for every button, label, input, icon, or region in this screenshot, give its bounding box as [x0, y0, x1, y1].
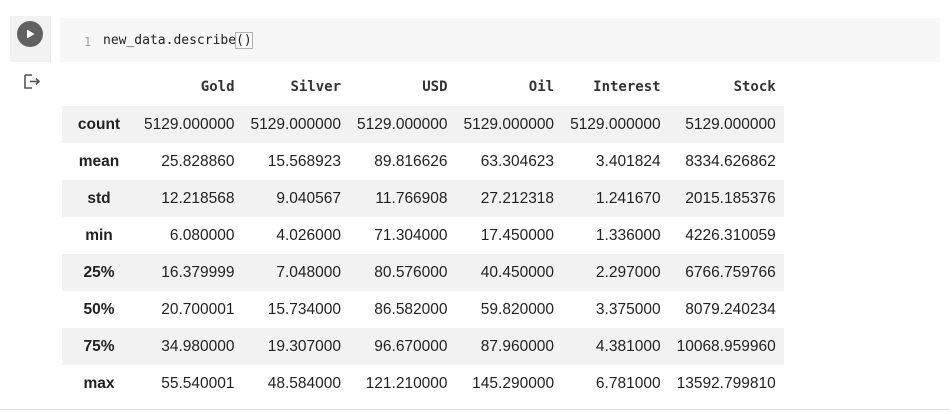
table-cell: 12.218568 [161, 189, 235, 207]
table-cell: 6766.759766 [685, 263, 776, 281]
table-cell: 5129.000000 [357, 115, 448, 133]
table-cell: 63.304623 [480, 152, 555, 170]
row-label: std [87, 189, 111, 207]
table-cell: 86.582000 [374, 300, 448, 318]
table-cell: 20.700001 [161, 300, 235, 318]
row-label: 25% [83, 263, 115, 281]
row-label: max [83, 374, 115, 392]
table-cell: 3.375000 [595, 300, 661, 318]
table-row: 75% 34.980000 19.307000 96.670000 87.960… [62, 328, 784, 365]
table-cell: 4.381000 [595, 337, 661, 355]
run-cell-button[interactable] [17, 21, 43, 47]
table-cell: 34.980000 [161, 337, 235, 355]
table-row: 25% 16.379999 7.048000 80.576000 40.4500… [62, 254, 784, 291]
table-cell: 80.576000 [374, 263, 448, 281]
header-row: Gold Silver USD Oil Interest Stock [62, 68, 784, 106]
table-cell: 15.568923 [267, 152, 342, 170]
table-cell: 6.080000 [169, 226, 235, 244]
code-editor[interactable]: 1 new_data.describe() [60, 18, 940, 62]
divider [0, 409, 950, 410]
table-cell: 8334.626862 [685, 152, 776, 170]
table-cell: 19.307000 [267, 337, 342, 355]
table-cell: 71.304000 [374, 226, 448, 244]
code-parens: () [235, 32, 253, 49]
index-header [62, 68, 136, 106]
row-label: 50% [83, 300, 115, 318]
table-cell: 145.290000 [472, 374, 555, 392]
table-cell: 9.040567 [276, 189, 342, 207]
table-cell: 5129.000000 [144, 115, 235, 133]
column-header-oil: Oil [528, 79, 555, 95]
table-cell: 16.379999 [161, 263, 235, 281]
table-row: std 12.218568 9.040567 11.766908 27.2123… [62, 180, 784, 217]
table-cell: 10068.959960 [676, 337, 776, 355]
table-cell: 25.828860 [161, 152, 235, 170]
column-header-silver: Silver [290, 79, 342, 95]
table-cell: 87.960000 [480, 337, 555, 355]
table-cell: 96.670000 [374, 337, 448, 355]
table-cell: 89.816626 [374, 152, 448, 170]
table-cell: 5129.000000 [250, 115, 342, 133]
line-number: 1 [84, 35, 92, 49]
column-header-interest: Interest [593, 79, 661, 95]
table-cell: 5129.000000 [463, 115, 555, 133]
table-cell: 17.450000 [480, 226, 555, 244]
describe-output-table: Gold Silver USD Oil Interest Stock count… [62, 68, 784, 402]
table-cell: 40.450000 [480, 263, 555, 281]
table-cell: 7.048000 [276, 263, 342, 281]
table-row: mean 25.828860 15.568923 89.816626 63.30… [62, 143, 784, 180]
table-row: min 6.080000 4.026000 71.304000 17.45000… [62, 217, 784, 254]
code-text: new_data.describe [103, 33, 237, 48]
row-label: min [85, 226, 113, 244]
play-icon [27, 29, 35, 39]
table-cell: 11.766908 [375, 189, 448, 207]
table-cell: 5129.000000 [570, 115, 661, 133]
row-label: mean [78, 152, 120, 170]
table-cell: 6.781000 [595, 374, 661, 392]
table-cell: 55.540001 [161, 374, 235, 392]
row-label: count [77, 115, 121, 133]
table-cell: 2015.185376 [685, 189, 776, 207]
column-header-gold: Gold [200, 79, 235, 95]
table-row: 50% 20.700001 15.734000 86.582000 59.820… [62, 291, 784, 328]
table-cell: 1.241670 [595, 189, 661, 207]
code-cell: 1 new_data.describe() [0, 10, 950, 62]
table-cell: 8079.240234 [685, 300, 776, 318]
table-cell: 15.734000 [267, 300, 342, 318]
table-row: max 55.540001 48.584000 121.210000 145.2… [62, 365, 784, 402]
table-cell: 59.820000 [480, 300, 555, 318]
row-label: 75% [83, 337, 115, 355]
table-cell: 121.210000 [365, 374, 448, 392]
table-cell: 48.584000 [267, 374, 342, 392]
table-cell: 13592.799810 [676, 374, 776, 392]
table-cell: 4226.310059 [685, 226, 776, 244]
table-cell: 3.401824 [595, 152, 661, 170]
column-header-usd: USD [422, 79, 448, 95]
code-line[interactable]: new_data.describe() [103, 32, 253, 49]
output-arrow-icon[interactable] [22, 72, 42, 92]
table-row: count 5129.000000 5129.000000 5129.00000… [62, 106, 784, 143]
table-cell: 4.026000 [276, 226, 342, 244]
table-cell: 2.297000 [595, 263, 661, 281]
column-header-stock: Stock [733, 79, 776, 95]
table-cell: 1.336000 [595, 226, 661, 244]
table-cell: 27.212318 [480, 189, 555, 207]
table-cell: 5129.000000 [685, 115, 776, 133]
